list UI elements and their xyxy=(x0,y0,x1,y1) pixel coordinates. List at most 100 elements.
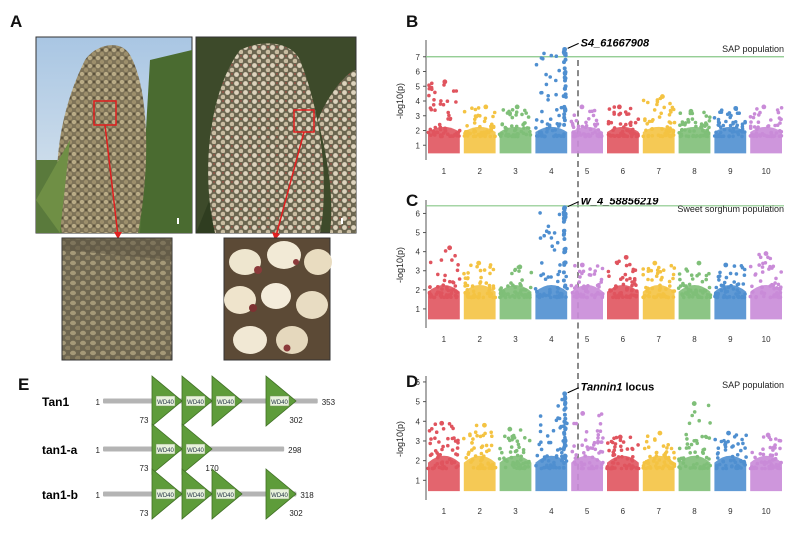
snp-point xyxy=(758,255,763,260)
snp-point xyxy=(777,438,782,443)
snp-point xyxy=(443,273,447,278)
snp-point xyxy=(773,123,777,128)
snp-point xyxy=(662,105,666,110)
snp-point xyxy=(520,112,524,117)
snp-point xyxy=(433,90,437,95)
snp-point xyxy=(533,287,538,291)
snp-point xyxy=(630,288,634,293)
snp-point xyxy=(433,125,438,130)
snp-point xyxy=(693,450,697,454)
snp-point xyxy=(620,275,625,280)
snp-point xyxy=(447,422,452,426)
snp-point xyxy=(428,127,433,132)
snp-point xyxy=(641,134,646,139)
snp-point xyxy=(601,436,605,440)
snp-point xyxy=(590,455,595,460)
snp-point xyxy=(653,456,657,461)
snp-point xyxy=(500,450,504,455)
snp-point xyxy=(704,273,709,278)
snp-point xyxy=(659,277,663,282)
snp-point xyxy=(546,459,551,463)
snp-point xyxy=(734,125,739,129)
snp-peak-point xyxy=(562,66,567,71)
snp-point xyxy=(719,110,724,114)
snp-point xyxy=(490,434,494,438)
chromosome-3-points xyxy=(497,104,533,154)
snp-peak-point xyxy=(563,406,568,411)
snp-point xyxy=(479,445,484,450)
snp-point xyxy=(657,458,662,462)
snp-max-point xyxy=(616,104,622,110)
snp-point xyxy=(593,447,598,452)
snp-point xyxy=(703,134,708,138)
snp-point xyxy=(599,280,603,284)
snp-point xyxy=(736,294,740,299)
snp-point xyxy=(526,126,531,130)
snp-point xyxy=(537,442,541,447)
snp-point xyxy=(539,447,544,452)
snp-point xyxy=(706,403,711,408)
snp-point xyxy=(757,252,761,257)
snp-point xyxy=(445,460,449,465)
snp-point xyxy=(450,280,455,284)
y-tick-label: 5 xyxy=(416,82,421,91)
snp-point xyxy=(591,466,596,471)
snp-point xyxy=(448,293,452,297)
snp-point xyxy=(591,113,596,118)
snp-point xyxy=(647,290,652,295)
snp-point xyxy=(715,134,719,139)
snp-point xyxy=(479,275,483,280)
snp-point xyxy=(573,462,578,466)
snp-point xyxy=(557,124,561,128)
snp-point xyxy=(429,437,433,441)
snp-point xyxy=(612,453,617,457)
snp-peak-point xyxy=(562,112,567,117)
snp-point xyxy=(482,268,487,272)
snp-point xyxy=(590,131,595,136)
snp-point xyxy=(654,454,659,458)
chromosome-4-points xyxy=(534,46,568,154)
snp-point xyxy=(451,89,456,93)
snp-point xyxy=(742,273,747,277)
snp-point xyxy=(484,443,489,448)
wd40-label-box xyxy=(185,443,206,455)
snp-max-point xyxy=(761,104,767,110)
snp-point xyxy=(482,119,487,124)
snp-peak-point xyxy=(563,416,568,421)
snp-peak-point xyxy=(561,278,566,283)
x-tick-label: 9 xyxy=(728,507,733,516)
snp-point xyxy=(588,127,593,131)
snp-point xyxy=(728,123,733,128)
snp-point xyxy=(683,464,688,469)
snp-point xyxy=(689,442,694,447)
snp-point xyxy=(612,105,617,109)
snp-point xyxy=(748,294,753,299)
panel-label-a: A xyxy=(10,12,23,31)
snp-point xyxy=(538,236,543,240)
snp-point xyxy=(760,265,765,269)
protein-domain-diagram: Tan1 1 353 WD40 WD40 WD40 WD40 73 302 tan1-a 1 298 W… xyxy=(42,375,336,520)
snp-point xyxy=(466,271,470,275)
snp-point xyxy=(548,75,552,79)
snp-point xyxy=(701,291,705,295)
snp-point xyxy=(440,134,444,139)
snp-point xyxy=(555,240,560,245)
snp-point xyxy=(570,290,575,295)
snp-point xyxy=(648,454,652,459)
snp-point xyxy=(706,466,710,470)
snp-point xyxy=(582,451,586,455)
snp-point xyxy=(758,279,763,283)
snp-point xyxy=(542,465,546,470)
snp-point xyxy=(623,134,627,138)
snp-point xyxy=(521,450,526,455)
snp-point xyxy=(434,130,439,135)
snp-point xyxy=(632,293,636,298)
snp-point xyxy=(700,133,705,138)
snp-point xyxy=(778,117,783,121)
snp-point xyxy=(693,292,698,297)
snp-point xyxy=(596,433,601,437)
snp-point xyxy=(588,109,592,114)
snp-point xyxy=(665,446,669,450)
snp-point xyxy=(597,292,602,296)
snp-point xyxy=(469,263,473,268)
